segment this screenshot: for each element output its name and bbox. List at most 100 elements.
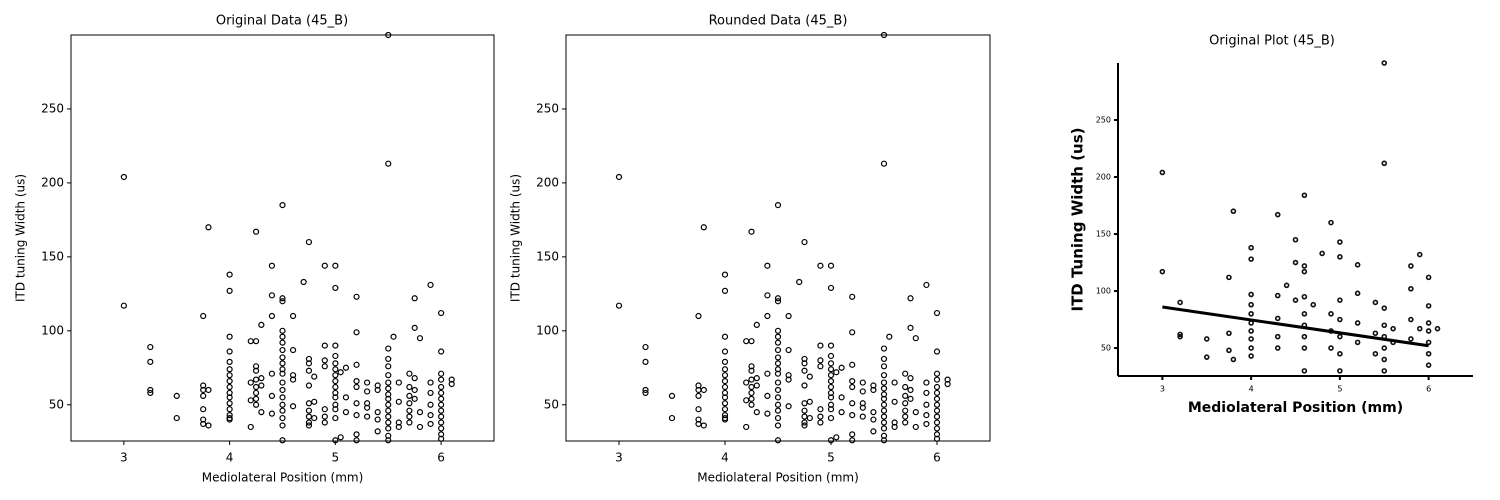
data-point bbox=[721, 333, 729, 340]
y-tick-label: 100 bbox=[41, 323, 64, 337]
data-point bbox=[891, 423, 898, 431]
data-point bbox=[774, 386, 782, 394]
data-point bbox=[1416, 251, 1423, 258]
data-point bbox=[1354, 320, 1361, 326]
data-point bbox=[695, 420, 702, 428]
data-point bbox=[1328, 345, 1334, 351]
data-point bbox=[933, 309, 941, 317]
data-point bbox=[827, 352, 835, 360]
data-point bbox=[721, 383, 729, 391]
data-point bbox=[268, 370, 276, 377]
chart-title: Original Plot (45_B) bbox=[1209, 34, 1335, 49]
data-point bbox=[279, 407, 286, 414]
chart-title: Rounded Data (45_B) bbox=[709, 14, 848, 29]
data-point bbox=[427, 412, 434, 419]
data-point bbox=[1230, 208, 1237, 215]
data-point bbox=[1337, 316, 1343, 323]
data-point bbox=[395, 423, 402, 431]
data-point bbox=[912, 335, 919, 342]
data-point bbox=[933, 370, 941, 377]
data-point bbox=[342, 394, 350, 401]
data-point bbox=[748, 389, 755, 397]
data-point bbox=[438, 395, 445, 402]
data-point bbox=[838, 394, 845, 401]
data-point bbox=[1292, 236, 1299, 243]
data-point bbox=[385, 355, 392, 363]
data-point bbox=[827, 383, 835, 391]
data-point bbox=[912, 409, 919, 416]
data-point bbox=[305, 422, 313, 429]
data-point bbox=[1159, 169, 1166, 176]
data-point bbox=[764, 370, 771, 377]
data-point bbox=[289, 376, 297, 383]
data-point bbox=[226, 333, 233, 340]
data-point bbox=[353, 412, 360, 419]
x-tick-label: 4 bbox=[721, 451, 729, 465]
y-tick-label: 150 bbox=[1096, 230, 1111, 239]
data-point bbox=[1328, 219, 1334, 226]
data-point bbox=[1381, 305, 1388, 311]
data-point bbox=[880, 160, 888, 167]
data-point bbox=[385, 385, 392, 392]
data-point bbox=[849, 377, 856, 385]
data-point bbox=[1226, 330, 1232, 337]
data-point bbox=[849, 383, 856, 391]
data-point bbox=[416, 335, 424, 342]
data-point bbox=[753, 382, 760, 389]
data-point bbox=[416, 409, 424, 416]
data-point bbox=[615, 302, 623, 309]
data-point bbox=[907, 386, 914, 394]
data-point bbox=[438, 435, 445, 442]
data-point bbox=[743, 397, 750, 404]
data-point bbox=[817, 413, 824, 420]
data-point bbox=[923, 389, 930, 397]
data-point bbox=[258, 382, 265, 389]
data-point bbox=[1381, 322, 1388, 329]
data-point bbox=[1337, 239, 1343, 245]
data-point bbox=[406, 400, 413, 407]
data-point bbox=[406, 407, 413, 414]
data-point bbox=[859, 413, 866, 420]
data-point bbox=[748, 367, 755, 374]
data-point bbox=[827, 342, 835, 349]
data-point bbox=[332, 366, 339, 373]
data-point bbox=[642, 386, 649, 394]
data-point bbox=[337, 434, 344, 441]
data-point bbox=[252, 228, 260, 235]
data-point bbox=[785, 403, 792, 410]
data-point bbox=[817, 419, 824, 426]
data-point bbox=[279, 295, 286, 302]
data-point bbox=[923, 281, 930, 289]
data-point bbox=[1425, 274, 1432, 281]
data-point bbox=[817, 342, 824, 349]
data-point bbox=[411, 324, 418, 331]
data-point bbox=[721, 400, 729, 407]
data-point bbox=[764, 312, 771, 320]
data-point bbox=[933, 395, 941, 402]
data-point bbox=[247, 379, 254, 386]
data-point bbox=[226, 383, 233, 391]
data-point bbox=[902, 419, 909, 426]
data-point bbox=[416, 423, 424, 431]
data-point bbox=[353, 361, 360, 368]
data-point bbox=[305, 400, 313, 407]
data-point bbox=[1381, 345, 1388, 351]
data-point bbox=[353, 383, 360, 391]
data-point bbox=[385, 160, 392, 167]
data-point bbox=[411, 375, 418, 382]
data-point bbox=[247, 338, 254, 345]
data-point bbox=[764, 392, 771, 399]
data-point bbox=[200, 406, 207, 413]
data-point bbox=[226, 377, 233, 385]
y-tick-label: 200 bbox=[41, 175, 64, 189]
data-point bbox=[385, 401, 392, 408]
data-point bbox=[1292, 259, 1299, 266]
data-point bbox=[891, 398, 898, 405]
data-point bbox=[226, 416, 233, 423]
data-point bbox=[200, 392, 207, 399]
x-tick-label: 4 bbox=[226, 451, 234, 465]
data-point bbox=[838, 364, 845, 371]
data-point bbox=[305, 407, 313, 414]
data-point bbox=[849, 400, 856, 407]
y-tick-label: 250 bbox=[1096, 116, 1111, 125]
